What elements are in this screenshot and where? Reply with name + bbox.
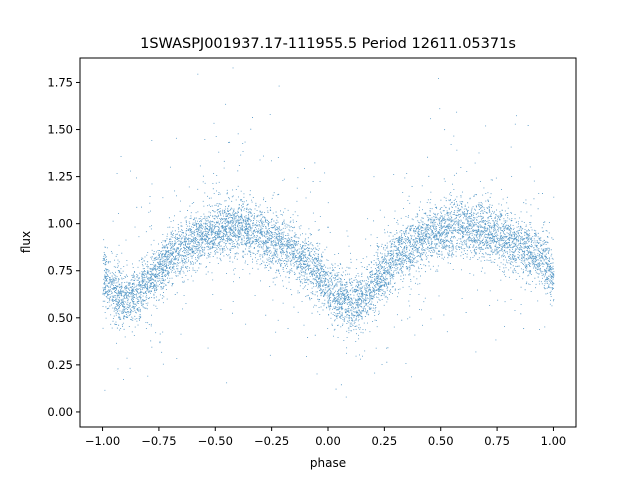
x-tick-label: −0.75	[141, 434, 176, 448]
x-axis-ticks: −1.00 −0.75 −0.50 −0.25 0.00 0.25 0.50 0.75 1.00	[85, 427, 566, 448]
x-tick-label: 0.75	[484, 434, 510, 448]
y-tick-label: 1.25	[47, 170, 73, 184]
x-tick-label: −0.50	[198, 434, 233, 448]
y-tick-label: 0.00	[47, 405, 73, 419]
x-tick-label: −1.00	[85, 434, 120, 448]
y-tick-label: 1.50	[47, 123, 73, 137]
chart-title: 1SWASPJ001937.17-111955.5 Period 12611.0…	[140, 36, 516, 52]
x-axis-label: phase	[310, 456, 346, 470]
y-axis-ticks: 0.00 0.25 0.50 0.75 1.00 1.25 1.50 1.75	[47, 75, 80, 419]
data-points	[102, 67, 555, 398]
plot-frame	[79, 57, 577, 428]
y-axis-label: flux	[19, 231, 33, 253]
x-tick-label: 0.25	[372, 434, 398, 448]
y-tick-label: 0.75	[47, 264, 73, 278]
y-tick-label: 1.00	[47, 217, 73, 231]
x-tick-label: 1.00	[541, 434, 567, 448]
y-tick-label: 0.50	[47, 311, 73, 325]
x-tick-label: 0.50	[428, 434, 454, 448]
y-tick-label: 1.75	[47, 75, 73, 89]
x-tick-label: −0.25	[254, 434, 289, 448]
y-tick-label: 0.25	[47, 358, 73, 372]
x-tick-label: 0.00	[315, 434, 341, 448]
scatter-point-cloud	[102, 67, 555, 398]
